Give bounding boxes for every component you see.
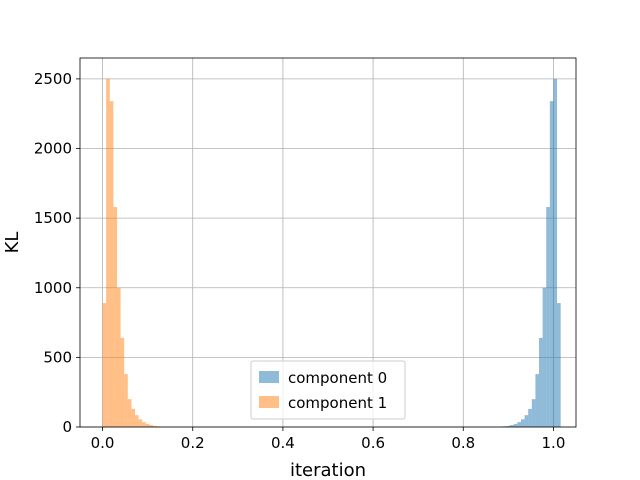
legend-swatch-component-1 [259, 396, 279, 408]
x-tick-label: 0.6 [361, 434, 385, 452]
bar-component-0 [506, 425, 511, 427]
bar-component-1 [135, 415, 139, 427]
bar-component-0 [542, 287, 547, 427]
bar-component-0 [510, 425, 514, 427]
legend-swatch-component-0 [259, 371, 279, 383]
legend-label-component-0: component 0 [288, 369, 387, 387]
histogram-bars [102, 78, 561, 428]
y-tick-label: 2500 [34, 70, 72, 88]
y-tick-label: 0 [62, 418, 72, 436]
bar-component-1 [124, 374, 128, 427]
bar-component-1 [109, 101, 114, 427]
bar-component-0 [535, 374, 540, 427]
legend-label-component-1: component 1 [288, 394, 387, 412]
bar-component-0 [557, 303, 561, 427]
x-tick-label: 0.2 [181, 434, 205, 452]
bar-component-1 [127, 399, 132, 427]
grid [80, 58, 576, 428]
bar-component-0 [517, 422, 521, 427]
x-tick-label: 1.0 [542, 434, 566, 452]
bar-component-1 [102, 303, 107, 427]
bar-component-0 [528, 408, 532, 427]
bar-component-0 [546, 206, 550, 427]
bar-component-0 [531, 399, 536, 427]
bar-component-1 [145, 423, 150, 427]
bar-component-0 [539, 337, 543, 427]
x-axis-label: iteration [290, 460, 366, 480]
y-axis-label: KL [2, 232, 23, 254]
x-axis-ticks: 0.0 0.2 0.4 0.6 0.8 1.0 [91, 427, 566, 452]
bar-component-0 [549, 101, 554, 427]
plot-frame [79, 57, 577, 428]
bar-component-0 [524, 415, 529, 427]
legend-box [250, 360, 406, 420]
y-axis-ticks: 0 500 1000 1500 2000 2500 [34, 70, 80, 436]
bar-component-1 [131, 408, 136, 427]
x-tick-label: 0.8 [451, 434, 475, 452]
legend: component 0 component 1 [250, 360, 406, 420]
y-tick-label: 1000 [34, 279, 72, 297]
bar-component-0 [553, 78, 558, 428]
bar-component-1 [142, 422, 146, 427]
x-tick-label: 0.4 [271, 434, 295, 452]
bar-component-1 [120, 337, 125, 427]
bar-component-1 [138, 419, 143, 427]
bar-component-0 [513, 423, 518, 427]
x-tick-label: 0.0 [91, 434, 115, 452]
bar-component-1 [106, 78, 110, 428]
bar-component-1 [113, 206, 117, 427]
bar-component-1 [149, 425, 154, 427]
y-tick-label: 2000 [34, 140, 72, 158]
bar-component-1 [116, 287, 121, 427]
y-tick-label: 1500 [34, 209, 72, 227]
bar-component-0 [520, 419, 525, 427]
bar-component-1 [153, 425, 157, 427]
y-tick-label: 500 [43, 348, 72, 366]
